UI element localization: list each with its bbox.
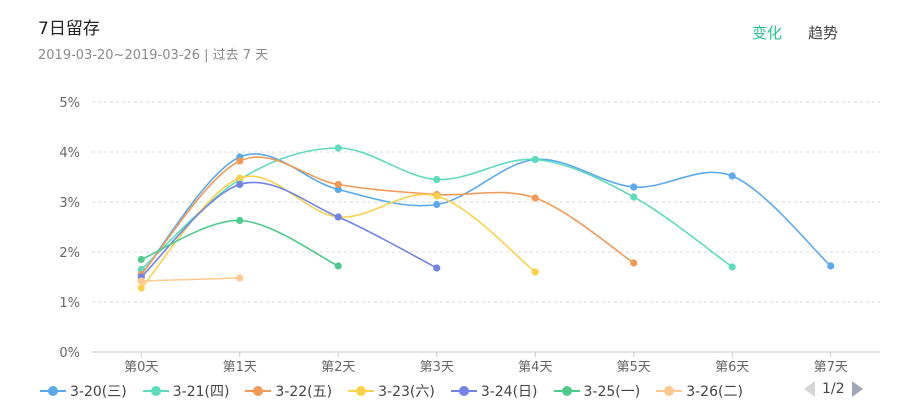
legend-swatch-icon bbox=[40, 385, 66, 397]
legend-label: 3-24(日) bbox=[480, 384, 538, 400]
series-point bbox=[630, 193, 638, 201]
series-point bbox=[433, 175, 441, 184]
legend-next-page-icon[interactable] bbox=[851, 381, 863, 397]
x-tick-label: 第2天 bbox=[321, 360, 355, 375]
x-tick-label: 第3天 bbox=[420, 360, 454, 375]
x-tick-label: 第4天 bbox=[518, 360, 552, 375]
series-line bbox=[141, 277, 240, 282]
series-point bbox=[334, 180, 342, 189]
retention-line-chart: 0% 1% 2% 3% 4% 5% 第0天 第1天 第2天 第3天 第4天 第5天 第6天 第7天 bbox=[59, 96, 880, 375]
toggle-change-button[interactable]: 变化 bbox=[752, 24, 783, 42]
y-tick-label: 4% bbox=[59, 146, 80, 161]
series-point bbox=[433, 264, 441, 272]
legend-label: 3-23(六) bbox=[378, 384, 435, 400]
legend-pager: 1/2 bbox=[804, 381, 863, 397]
series-group-2 bbox=[137, 144, 736, 274]
series-point bbox=[236, 157, 244, 165]
series-point bbox=[433, 192, 441, 200]
legend-item[interactable]: 3-23(六) bbox=[348, 381, 435, 401]
series-group-5 bbox=[137, 180, 441, 281]
series-point bbox=[137, 277, 145, 285]
series-point bbox=[334, 262, 342, 270]
legend-item[interactable]: 3-26(二) bbox=[656, 381, 743, 401]
date-range-subtitle: 2019-03-20~2019-03-26 | 过去 7 天 bbox=[38, 48, 269, 63]
legend-label: 3-26(二) bbox=[686, 384, 743, 400]
x-tick-label: 第5天 bbox=[617, 360, 651, 375]
series-point bbox=[236, 180, 244, 189]
series-point bbox=[334, 185, 342, 194]
series-point bbox=[531, 155, 539, 164]
series-line bbox=[140, 156, 635, 276]
series-point bbox=[236, 274, 244, 282]
toggle-trend-button[interactable]: 趋势 bbox=[808, 24, 839, 42]
y-tick-label: 2% bbox=[59, 246, 80, 261]
legend-label: 3-20(三) bbox=[70, 384, 127, 400]
legend-label: 3-22(五) bbox=[275, 384, 333, 400]
series-point bbox=[137, 284, 145, 292]
x-tick-label: 第0天 bbox=[124, 360, 158, 375]
legend-item[interactable]: 3-20(三) bbox=[40, 381, 127, 401]
legend-swatch-icon bbox=[348, 385, 375, 397]
legend-swatch-icon bbox=[450, 385, 477, 397]
series-point bbox=[236, 174, 244, 182]
legend-label: 3-21(四) bbox=[172, 384, 230, 400]
y-tick-label: 1% bbox=[59, 296, 80, 311]
chart-legend: 3-20(三) 3-21(四) 3-22(五) 3-23(六) 3-24(日) 3-25(… bbox=[40, 378, 840, 404]
series-point bbox=[531, 194, 539, 202]
chart-title: 7日留存 bbox=[38, 19, 100, 39]
series-point bbox=[137, 255, 145, 264]
x-tick-label: 第1天 bbox=[223, 360, 257, 375]
legend-item[interactable]: 3-24(日) bbox=[450, 381, 538, 401]
series-point bbox=[236, 216, 244, 225]
series-point bbox=[827, 262, 835, 270]
x-tick-label: 第7天 bbox=[814, 360, 848, 375]
legend-prev-page-icon[interactable] bbox=[804, 381, 815, 397]
series-point bbox=[334, 213, 342, 221]
x-tick-label: 第6天 bbox=[715, 360, 749, 375]
y-tick-label: 3% bbox=[59, 196, 80, 211]
legend-page-indicator: 1/2 bbox=[822, 381, 845, 397]
series-point bbox=[334, 144, 342, 152]
legend-swatch-icon bbox=[656, 385, 683, 397]
series-point bbox=[630, 183, 638, 191]
series-point bbox=[433, 200, 441, 209]
series-group-3 bbox=[137, 156, 638, 279]
legend-item[interactable]: 3-25(一) bbox=[553, 381, 641, 401]
series-line bbox=[140, 181, 438, 278]
series-group-7 bbox=[137, 274, 244, 285]
legend-swatch-icon bbox=[142, 385, 169, 397]
series-point bbox=[630, 259, 638, 267]
legend-item[interactable]: 3-21(四) bbox=[142, 381, 230, 401]
series-group-6 bbox=[137, 216, 342, 270]
series-line bbox=[140, 153, 832, 276]
y-tick-label: 5% bbox=[59, 96, 80, 111]
legend-swatch-icon bbox=[245, 385, 272, 397]
series-group-1 bbox=[137, 153, 835, 279]
y-tick-label: 0% bbox=[59, 346, 80, 361]
legend-item[interactable]: 3-22(五) bbox=[245, 381, 332, 401]
series-point bbox=[531, 268, 539, 276]
series-point bbox=[728, 263, 736, 271]
legend-label: 3-25(一) bbox=[583, 384, 641, 400]
series-point bbox=[728, 172, 736, 180]
legend-swatch-icon bbox=[553, 385, 580, 397]
